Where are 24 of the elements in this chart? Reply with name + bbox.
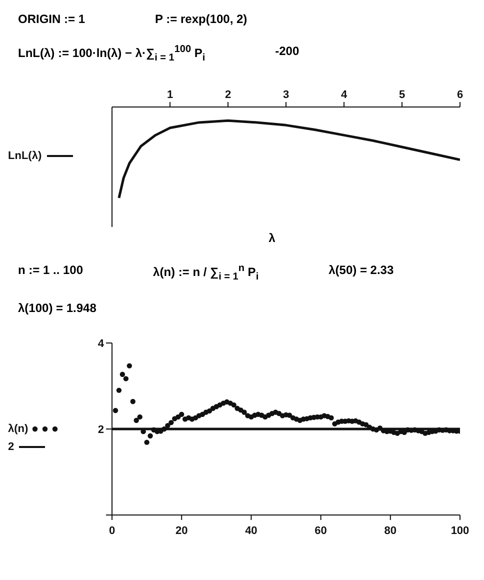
text: λ(50) = 2.33 <box>328 263 394 280</box>
x-tick-label: 2 <box>224 89 232 102</box>
legend-label: LnL(λ) <box>8 150 42 162</box>
x-tick-label: 60 <box>314 524 327 537</box>
text: ORIGIN := 1 <box>18 12 86 26</box>
text: n := 1 .. 100 <box>18 263 84 280</box>
legend-label: λ(n) <box>8 422 28 435</box>
legend-label: 2 <box>8 440 14 453</box>
text: λ(n) := n / ∑$_{i = 1}$$^{n}$ P$_{i}$ <box>153 263 259 283</box>
x-tick-label: 40 <box>245 524 258 537</box>
x-tick-label: 6 <box>456 89 464 102</box>
x-tick-label: 0 <box>108 524 116 537</box>
x-axis-title: λ <box>268 231 276 246</box>
text: -200 <box>275 44 300 60</box>
x-tick-label: 1 <box>166 89 174 102</box>
text: LnL(λ) := 100·ln(λ) − λ·∑$_{i = 1}$$^{100}$ P$_{i}$ <box>18 44 206 64</box>
x-tick-label: 100 <box>450 524 470 537</box>
x-tick-label: 5 <box>398 89 406 102</box>
x-tick-label: 20 <box>175 524 188 537</box>
text: λ(100) = 1.948 <box>18 300 96 315</box>
text: P := rexp(100, 2) <box>155 12 248 26</box>
x-tick-label: 4 <box>340 89 348 102</box>
x-tick-label: 80 <box>384 524 397 537</box>
x-tick-label: 3 <box>282 89 290 102</box>
